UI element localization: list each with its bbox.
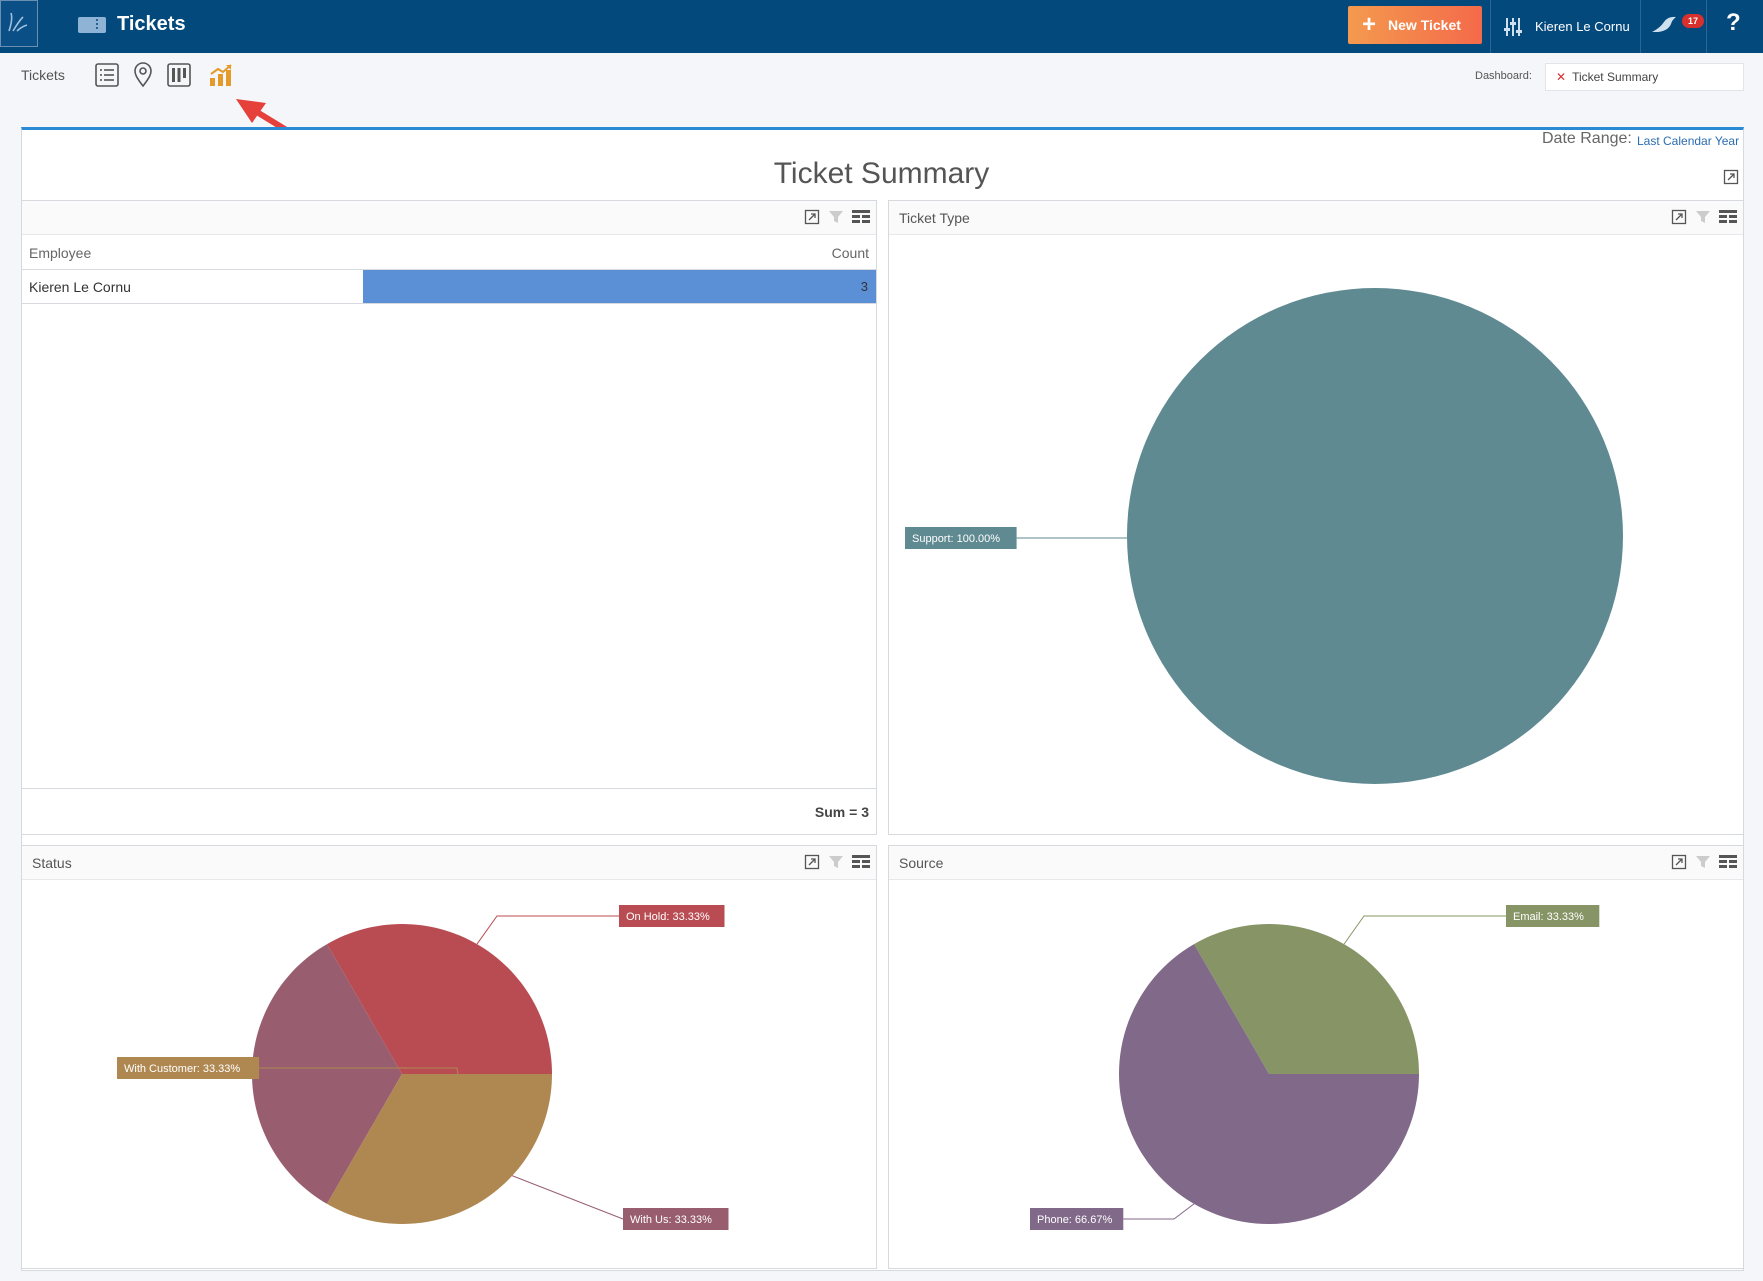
slice-label: Support: 100.00%: [912, 533, 1000, 545]
notifications-bird-icon[interactable]: [1650, 14, 1678, 36]
column-header-count[interactable]: Count: [831, 245, 869, 261]
leader-line: [259, 1067, 478, 1204]
slice-label: Phone: 66.67%: [1037, 1214, 1112, 1226]
pie-slice[interactable]: [327, 1074, 552, 1224]
export-icon[interactable]: [804, 854, 820, 870]
ticket-type-pie-chart: Support: 100.00%: [905, 288, 1623, 784]
data-table-icon[interactable]: [852, 210, 870, 224]
panel-tools: [804, 209, 870, 225]
slice-label-box: [1030, 1208, 1124, 1230]
status-panel: Status On Hold: 33.33% With Us: 33.33% Wit…: [21, 845, 877, 1269]
filter-icon[interactable]: [828, 209, 844, 225]
grid-header: Employee Count: [22, 235, 876, 270]
ticket-type-panel: Ticket Type Support: 100.00%: [888, 200, 1744, 835]
source-panel: Source Email: 33.33% Phone: 66.67%: [888, 845, 1744, 1269]
panel-header: Source: [889, 846, 1743, 880]
leader-line: [1343, 915, 1506, 945]
panel-title: Source: [899, 855, 944, 871]
export-icon[interactable]: [1671, 854, 1687, 870]
panel-tools: [1671, 209, 1737, 225]
ticket-icon: [78, 17, 106, 33]
slice-label-box: [619, 905, 725, 927]
table-row[interactable]: Kieren Le Cornu 3: [22, 270, 876, 304]
pie-slice[interactable]: [1194, 924, 1419, 1074]
panel-tools: [804, 854, 870, 870]
app-logo[interactable]: [0, 0, 38, 47]
export-icon[interactable]: [1671, 209, 1687, 225]
employee-grid-panel: Employee Count Kieren Le Cornu 3 Sum = 3: [21, 200, 877, 835]
board-view-icon[interactable]: [166, 62, 192, 88]
dashboard-selected-value: Ticket Summary: [1572, 70, 1659, 84]
slice-label-box: [905, 527, 1017, 549]
sum-total: Sum = 3: [814, 804, 869, 820]
status-pie-chart: On Hold: 33.33% With Us: 33.33% With Custo…: [117, 905, 729, 1230]
panel-header: Ticket Type: [889, 201, 1743, 235]
filter-icon[interactable]: [828, 854, 844, 870]
help-button[interactable]: ?: [1726, 9, 1741, 36]
count-value: 3: [860, 279, 868, 294]
date-range-label: Date Range:: [1542, 130, 1632, 147]
header-divider: [1490, 0, 1491, 53]
notification-badge: 17: [1682, 14, 1704, 28]
logo-icon: [8, 12, 28, 32]
data-table-icon[interactable]: [1719, 210, 1737, 224]
list-view-icon[interactable]: [94, 62, 120, 88]
panel-tools: [1671, 854, 1737, 870]
user-menu[interactable]: Kieren Le Cornu: [1503, 0, 1630, 53]
filter-icon[interactable]: [1695, 209, 1711, 225]
user-name: Kieren Le Cornu: [1535, 19, 1630, 34]
header-divider: [1640, 0, 1641, 53]
slice-label: With Us: 33.33%: [630, 1214, 712, 1226]
count-bar: [363, 270, 876, 303]
panel-title: Ticket Type: [899, 210, 970, 226]
section-label: Tickets: [21, 67, 65, 83]
panel-header: [22, 201, 876, 235]
pie-slice[interactable]: [327, 924, 552, 1074]
slice-label: With Customer: 33.33%: [124, 1063, 240, 1075]
settings-sliders-icon: [1504, 17, 1522, 36]
top-header: Tickets + New Ticket Kieren Le Cornu 17 …: [0, 0, 1763, 53]
date-range-value[interactable]: Last Calendar Year: [1637, 134, 1740, 148]
data-table-icon[interactable]: [1719, 855, 1737, 869]
clear-icon[interactable]: ✕: [1556, 70, 1567, 84]
page-title: Tickets: [117, 13, 186, 35]
pie-slice[interactable]: [1127, 288, 1623, 784]
export-icon[interactable]: [1723, 169, 1739, 185]
new-ticket-button[interactable]: + New Ticket: [1348, 6, 1482, 44]
dashboard-label: Dashboard:: [1475, 70, 1532, 82]
leader-line: [476, 915, 619, 945]
filter-icon[interactable]: [1695, 854, 1711, 870]
plus-icon: +: [1362, 11, 1377, 38]
slice-label-box: [623, 1208, 729, 1230]
new-ticket-label: New Ticket: [1388, 17, 1461, 33]
slice-label-box: [1506, 905, 1600, 927]
slice-label: Email: 33.33%: [1513, 911, 1584, 923]
panel-title: Status: [32, 855, 72, 871]
leader-line: [1123, 1203, 1195, 1220]
map-view-icon[interactable]: [132, 62, 154, 88]
column-header-employee[interactable]: Employee: [29, 245, 92, 261]
slice-label: On Hold: 33.33%: [626, 911, 710, 923]
dashboard-title: Ticket Summary: [773, 157, 990, 190]
grid-footer: Sum = 3: [22, 788, 876, 834]
employee-name: Kieren Le Cornu: [29, 279, 131, 295]
source-pie-chart: Email: 33.33% Phone: 66.67%: [1030, 905, 1600, 1230]
header-divider: [1706, 0, 1707, 53]
slice-label-box: [117, 1057, 260, 1079]
export-icon[interactable]: [804, 209, 820, 225]
data-table-icon[interactable]: [852, 855, 870, 869]
panel-header: Status: [22, 846, 876, 880]
pie-slice[interactable]: [1119, 944, 1419, 1224]
dashboard-select[interactable]: ✕ Ticket Summary: [1545, 63, 1744, 91]
chart-view-icon[interactable]: [208, 62, 234, 88]
